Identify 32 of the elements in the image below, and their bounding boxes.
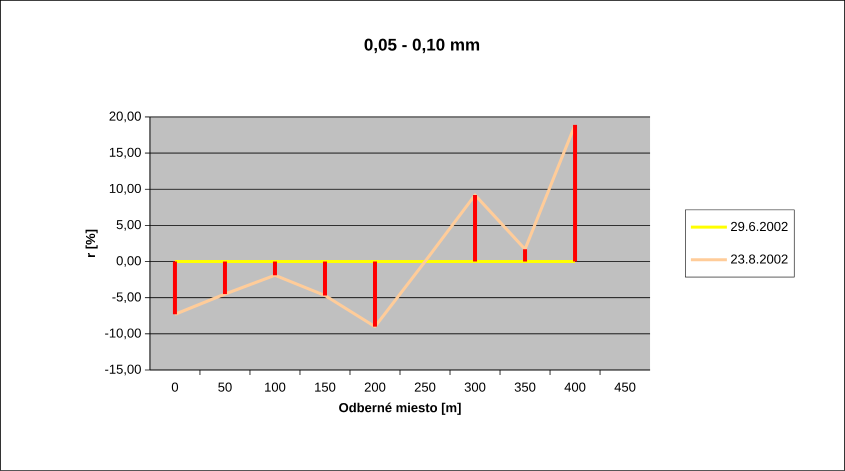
x-axis-title: Odberné miesto [m] [339,402,461,415]
y-tick-label: -15,00 [105,364,141,376]
x-tick-label: 150 [315,382,336,392]
bar [272,262,277,276]
y-axis-title: r [%] [86,230,98,258]
y-tick-label: 10,00 [110,184,141,195]
chart-title: 0,05 - 0,10 mm [364,38,480,54]
bar [523,249,528,262]
legend-label: 29.6.2002 [731,222,788,232]
line-series [173,123,577,328]
x-tick-label: 250 [414,382,436,392]
x-tick-label: 0 [172,382,178,392]
x-tick-label: 300 [464,382,486,392]
legend-label: 23.8.2002 [731,254,788,264]
x-tick-label: 350 [514,382,536,392]
x-tick-label: 450 [614,382,636,392]
y-tick-label: 5,00 [116,220,141,231]
y-tick-label: -10,00 [105,328,141,340]
x-tick-label: 100 [265,382,286,392]
bar [573,124,578,262]
x-tick-label: 200 [364,382,386,392]
x-tick-label: 400 [564,382,586,392]
x-tick-label: 50 [218,382,232,392]
y-tick-label: 15,00 [110,148,141,158]
bar [322,262,327,296]
bar [222,262,227,294]
bar [172,262,177,314]
y-tick-label: 20,00 [110,112,141,122]
bar [372,262,377,327]
bar [473,195,478,262]
y-tick-label: -5,00 [112,292,141,304]
y-tick-label: 0,00 [116,256,141,267]
